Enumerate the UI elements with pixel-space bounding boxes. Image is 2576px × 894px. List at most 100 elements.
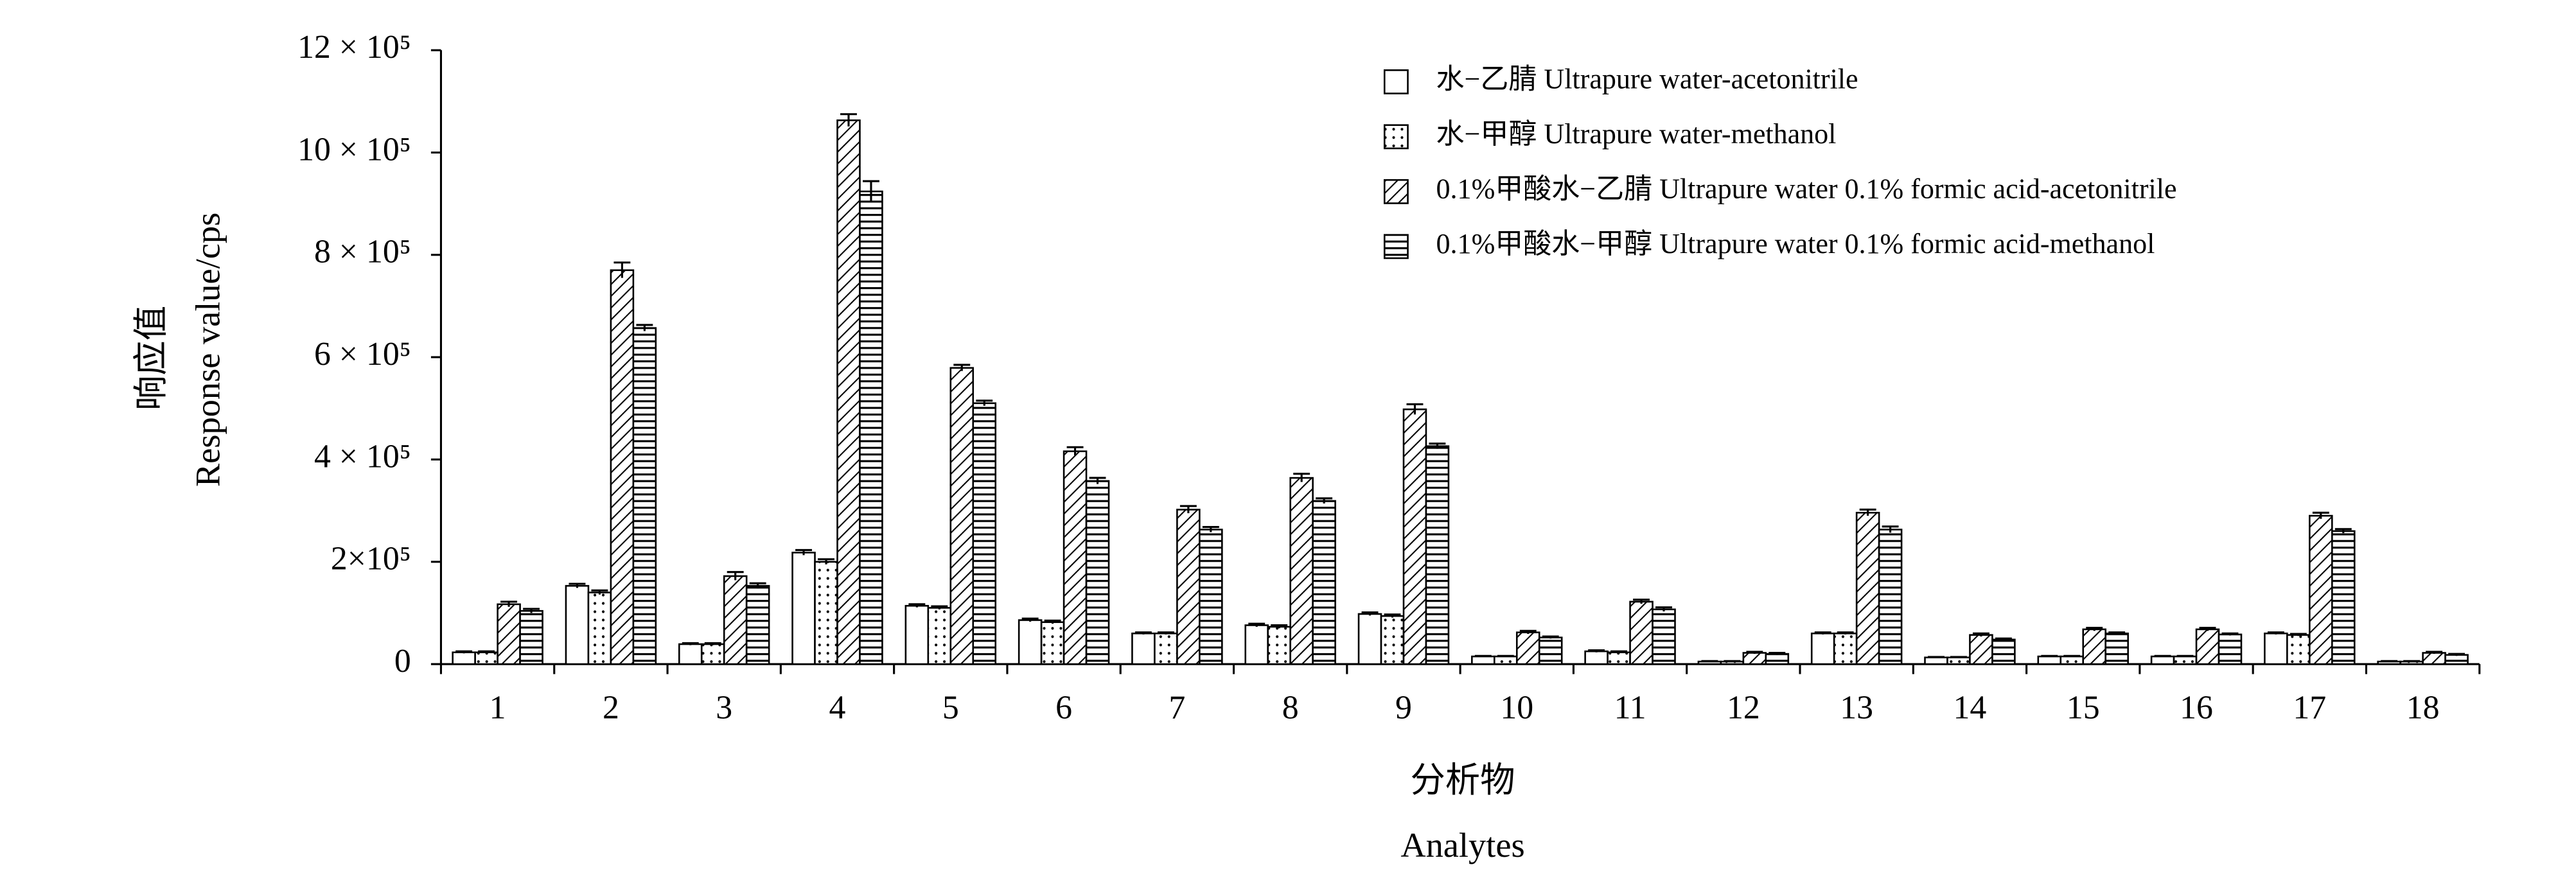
bar	[2264, 632, 2288, 665]
bar	[791, 552, 816, 665]
bar	[814, 561, 838, 665]
y-tick-label: 6 × 10⁵	[314, 336, 411, 372]
y-tick-label: 8 × 10⁵	[314, 234, 411, 270]
error-bar	[682, 642, 699, 645]
error-bar	[569, 583, 586, 588]
bar	[836, 119, 861, 665]
error-bar	[1588, 649, 1605, 653]
bar	[1131, 632, 1156, 665]
bar	[474, 651, 498, 665]
bar	[632, 327, 657, 665]
bar	[1924, 656, 1948, 665]
bar	[1085, 480, 1110, 665]
error-bar	[2334, 528, 2352, 534]
error-bar	[1179, 505, 1197, 514]
bar	[1289, 477, 1314, 665]
bar	[1652, 608, 1676, 665]
bar	[1018, 619, 1043, 665]
error-bar	[2448, 653, 2466, 656]
legend-label: 水−乙腈 Ultrapure water-acetonitrile	[1436, 64, 1858, 95]
error-bar	[523, 608, 540, 613]
bar	[1607, 651, 1631, 665]
error-bar	[1950, 656, 1967, 658]
bar	[1810, 632, 1835, 665]
error-bar	[1271, 624, 1288, 629]
error-bar	[1882, 525, 1899, 533]
error-bar	[818, 558, 834, 565]
plot-area: 0 2×10⁵ 4 × 10⁵ 6 × 10⁵ 8 × 10⁵ 10 × 10⁵ 12 × …	[297, 29, 2481, 726]
bar	[1471, 655, 1495, 665]
bar	[927, 607, 952, 665]
error-bar	[908, 603, 926, 608]
error-bar	[1406, 403, 1424, 415]
error-bar	[2381, 660, 2398, 662]
error-bar	[1724, 660, 1741, 662]
bar	[2422, 652, 2446, 665]
error-bar	[2403, 660, 2421, 662]
legend-label: 0.1%甲酸水−甲醇 Ultrapure water 0.1% formic a…	[1436, 228, 2155, 259]
bar	[2173, 655, 2198, 665]
bar	[1878, 529, 1903, 665]
x-tick-label: 1	[490, 689, 506, 726]
error-bar	[2289, 633, 2307, 636]
error-bar	[1384, 613, 1401, 618]
bar	[1176, 509, 1201, 665]
error-bar	[1769, 651, 1786, 655]
bar	[1267, 626, 1291, 665]
error-bar	[636, 324, 653, 331]
error-bar	[704, 642, 721, 645]
bar	[904, 604, 930, 665]
error-bar	[1519, 629, 1537, 635]
x-tick-label: 17	[2293, 689, 2326, 726]
error-bar	[1610, 650, 1628, 654]
error-bar	[2221, 632, 2239, 636]
bar	[1063, 450, 1088, 665]
x-tick-label: 11	[1614, 689, 1646, 726]
bar	[745, 584, 770, 665]
error-bar	[1542, 635, 1559, 639]
bar	[2060, 655, 2085, 665]
bar	[949, 367, 975, 665]
error-bar	[1474, 654, 1492, 657]
legend-swatch	[1383, 124, 1409, 150]
bar	[1833, 632, 1858, 665]
error-bar	[953, 364, 971, 371]
y-tick-label: 10 × 10⁵	[297, 131, 411, 168]
bar	[1312, 500, 1336, 665]
bar	[1538, 636, 1563, 665]
bar	[700, 643, 725, 665]
x-tick-label: 18	[2406, 689, 2440, 726]
error-bar	[2267, 631, 2284, 635]
x-tick-label: 6	[1055, 689, 1072, 726]
legend-label: 0.1%甲酸水−乙腈 Ultrapure water 0.1% formic a…	[1436, 173, 2177, 204]
x-tick-label: 9	[1395, 689, 1412, 726]
error-bar	[1859, 508, 1876, 516]
error-bar	[1021, 617, 1039, 622]
error-bar	[931, 605, 948, 609]
bar	[859, 190, 883, 665]
bar	[2444, 654, 2469, 665]
error-bar	[1202, 526, 1219, 532]
bar	[2309, 514, 2333, 665]
error-bar	[1248, 622, 1266, 627]
bar	[1515, 631, 1540, 665]
legend-swatch	[1383, 234, 1409, 259]
bar	[1855, 511, 1880, 665]
error-bar	[795, 548, 812, 556]
x-tick-label: 12	[1727, 689, 1760, 726]
bar	[1380, 615, 1405, 665]
error-bar	[1429, 443, 1446, 449]
x-axis-label-en: Analytes	[1400, 826, 1524, 864]
error-bar	[1655, 606, 1672, 612]
bar	[452, 651, 476, 665]
bar	[1493, 655, 1518, 665]
bar	[1199, 529, 1223, 665]
bar	[565, 584, 590, 665]
bar	[1040, 621, 1065, 665]
error-bar	[1814, 631, 1831, 635]
bar	[610, 269, 635, 665]
error-bar	[1089, 477, 1106, 484]
bar	[1742, 652, 1767, 665]
